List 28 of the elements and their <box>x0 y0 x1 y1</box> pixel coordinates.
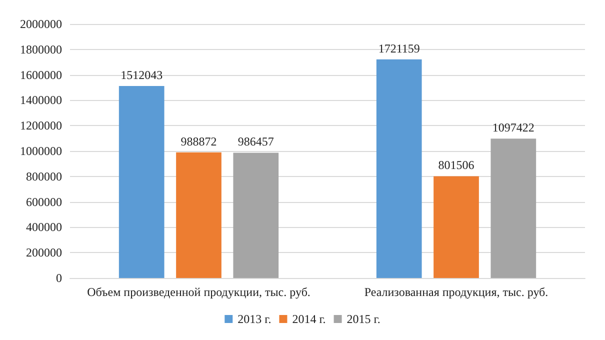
bar <box>233 152 279 278</box>
y-tick-label: 200000 <box>26 246 62 260</box>
data-label: 1721159 <box>378 41 420 56</box>
legend-label: 2015 г. <box>346 312 380 326</box>
y-tick-label: 0 <box>56 271 62 285</box>
bar <box>434 176 479 278</box>
y-tick-label: 1000000 <box>20 144 62 158</box>
y-tick-label: 600000 <box>26 194 62 209</box>
y-tick-label: 400000 <box>26 220 62 234</box>
y-tick-label: 1400000 <box>20 93 62 108</box>
x-tick-label: Объем произведенной продукции, тыс. руб. <box>87 285 310 299</box>
bar <box>376 59 422 278</box>
y-tick-label: 1800000 <box>20 42 62 56</box>
data-label: 1512043 <box>120 68 163 82</box>
y-tick-label: 1600000 <box>20 68 62 82</box>
data-label: 1097422 <box>492 120 534 135</box>
legend-label: 2013 г. <box>238 312 272 326</box>
bar <box>176 152 222 278</box>
bar <box>490 138 536 278</box>
data-label: 988872 <box>180 134 217 148</box>
y-tick-label: 1200000 <box>20 118 62 133</box>
x-tick-label: Реализованная продукция, тыс. руб. <box>364 285 548 299</box>
y-tick-label: 800000 <box>26 169 62 184</box>
y-tick-label: 2000000 <box>20 17 62 31</box>
legend-label: 2014 г. <box>292 312 326 326</box>
bar <box>118 86 164 278</box>
data-label: 986457 <box>238 134 274 149</box>
data-label: 801506 <box>438 158 474 172</box>
